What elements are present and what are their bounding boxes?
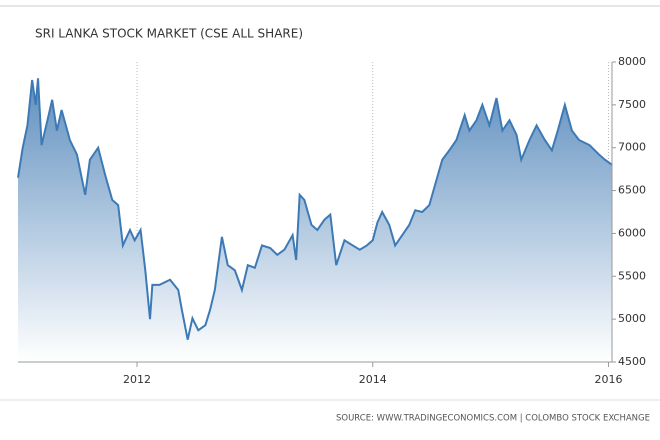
y-tick-label: 6000 — [618, 226, 646, 239]
y-tick-label: 6500 — [618, 184, 646, 197]
line — [17, 78, 613, 340]
chart-title: SRI LANKA STOCK MARKET (CSE ALL SHARE) — [35, 27, 303, 41]
y-tick-label: 7000 — [618, 141, 646, 154]
x-tick-label: 2012 — [123, 373, 151, 386]
y-tick-label: 4500 — [618, 355, 646, 368]
source: SOURCE: WWW.TRADINGECONOMICS.COM | COLOM… — [336, 414, 650, 424]
y-tick-label: 5000 — [618, 312, 646, 325]
area — [18, 78, 612, 363]
y-tick-label: 5500 — [618, 269, 646, 282]
x-tick-label: 2014 — [359, 373, 387, 386]
y-tick-label: 7500 — [618, 98, 646, 111]
x-tick-label: 2016 — [594, 373, 622, 386]
y-tick-label: 8000 — [618, 55, 646, 68]
